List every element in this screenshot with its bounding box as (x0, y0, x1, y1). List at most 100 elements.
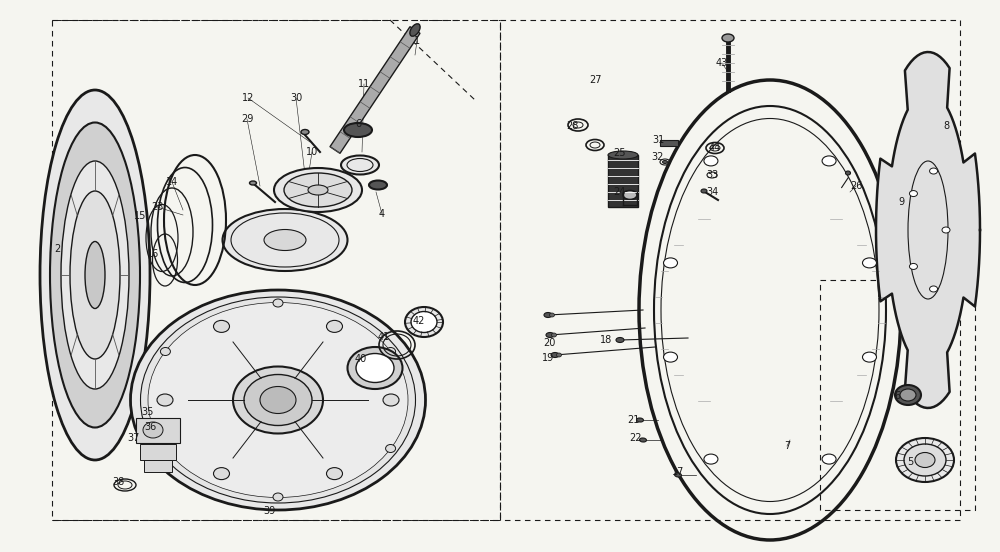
Text: 29: 29 (241, 114, 253, 124)
Ellipse shape (675, 473, 681, 477)
Ellipse shape (284, 173, 352, 207)
Ellipse shape (904, 444, 946, 476)
Ellipse shape (50, 123, 140, 427)
Ellipse shape (546, 332, 554, 337)
Text: 27: 27 (589, 75, 601, 85)
Text: 43: 43 (716, 58, 728, 68)
Ellipse shape (930, 286, 938, 292)
Ellipse shape (383, 394, 399, 406)
Ellipse shape (348, 347, 402, 389)
Ellipse shape (822, 454, 836, 464)
Text: 24: 24 (613, 187, 625, 197)
Ellipse shape (701, 189, 707, 193)
Text: 6: 6 (894, 391, 900, 401)
Text: 2: 2 (54, 244, 60, 254)
Text: 28: 28 (566, 121, 578, 131)
Ellipse shape (222, 209, 348, 271)
Ellipse shape (942, 227, 950, 233)
Text: 37: 37 (127, 433, 139, 443)
Text: 34: 34 (706, 187, 718, 197)
Text: 4: 4 (379, 209, 385, 219)
Ellipse shape (623, 190, 637, 199)
Bar (136, 418, 180, 443)
Text: 22: 22 (630, 433, 642, 443)
Ellipse shape (326, 320, 342, 332)
Text: 10: 10 (306, 147, 318, 157)
Ellipse shape (550, 313, 554, 317)
Ellipse shape (722, 34, 734, 42)
Text: 44: 44 (709, 143, 721, 153)
Text: 40: 40 (355, 354, 367, 364)
Text: 12: 12 (242, 93, 254, 103)
Ellipse shape (909, 190, 917, 197)
Ellipse shape (664, 352, 678, 362)
Ellipse shape (556, 353, 562, 357)
Polygon shape (876, 52, 980, 408)
Ellipse shape (341, 156, 379, 174)
Text: 23: 23 (151, 202, 163, 212)
Text: 9: 9 (898, 197, 904, 207)
Ellipse shape (213, 320, 229, 332)
Ellipse shape (896, 438, 954, 482)
Ellipse shape (70, 191, 120, 359)
Ellipse shape (704, 454, 718, 464)
Ellipse shape (386, 348, 396, 355)
Text: 8: 8 (943, 121, 949, 131)
Ellipse shape (308, 185, 328, 195)
Ellipse shape (85, 242, 105, 309)
Text: 33: 33 (706, 170, 718, 180)
Ellipse shape (411, 311, 437, 332)
Text: 15: 15 (134, 211, 146, 221)
Ellipse shape (301, 130, 309, 135)
Ellipse shape (616, 337, 624, 342)
Ellipse shape (410, 24, 420, 36)
Ellipse shape (250, 181, 256, 185)
Text: 42: 42 (413, 316, 425, 326)
Ellipse shape (608, 151, 638, 159)
Text: 32: 32 (652, 152, 664, 162)
Ellipse shape (260, 386, 296, 413)
Ellipse shape (862, 352, 876, 362)
Ellipse shape (551, 353, 559, 358)
Text: 35: 35 (142, 407, 154, 417)
Text: 26: 26 (850, 181, 862, 191)
Ellipse shape (640, 438, 646, 442)
Ellipse shape (895, 385, 921, 405)
Text: 5: 5 (907, 457, 913, 467)
Text: 20: 20 (543, 338, 555, 348)
Ellipse shape (544, 312, 552, 317)
Ellipse shape (244, 374, 312, 426)
Ellipse shape (231, 213, 339, 267)
Text: 38: 38 (112, 477, 124, 487)
Text: 39: 39 (263, 506, 275, 516)
Ellipse shape (273, 299, 283, 307)
Ellipse shape (274, 168, 362, 212)
Ellipse shape (909, 263, 917, 269)
Text: 11: 11 (358, 79, 370, 89)
Text: 17: 17 (672, 467, 684, 477)
Ellipse shape (61, 161, 129, 389)
Ellipse shape (637, 418, 643, 422)
Text: 21: 21 (627, 415, 639, 425)
Ellipse shape (326, 468, 342, 480)
Text: 6: 6 (355, 119, 361, 129)
Ellipse shape (846, 171, 850, 175)
Ellipse shape (130, 290, 426, 510)
Ellipse shape (552, 333, 556, 337)
Bar (144, 460, 172, 472)
Text: 19: 19 (542, 353, 554, 363)
Bar (660, 140, 678, 146)
Text: 1: 1 (414, 36, 420, 46)
Ellipse shape (662, 161, 668, 163)
Ellipse shape (264, 230, 306, 251)
Ellipse shape (900, 389, 916, 401)
Ellipse shape (344, 123, 372, 137)
Ellipse shape (862, 258, 876, 268)
Ellipse shape (386, 444, 396, 453)
Ellipse shape (148, 302, 408, 497)
Text: 14: 14 (166, 177, 178, 187)
Text: 18: 18 (600, 335, 612, 345)
Ellipse shape (915, 453, 935, 468)
Text: 41: 41 (378, 332, 390, 342)
Ellipse shape (405, 307, 443, 337)
